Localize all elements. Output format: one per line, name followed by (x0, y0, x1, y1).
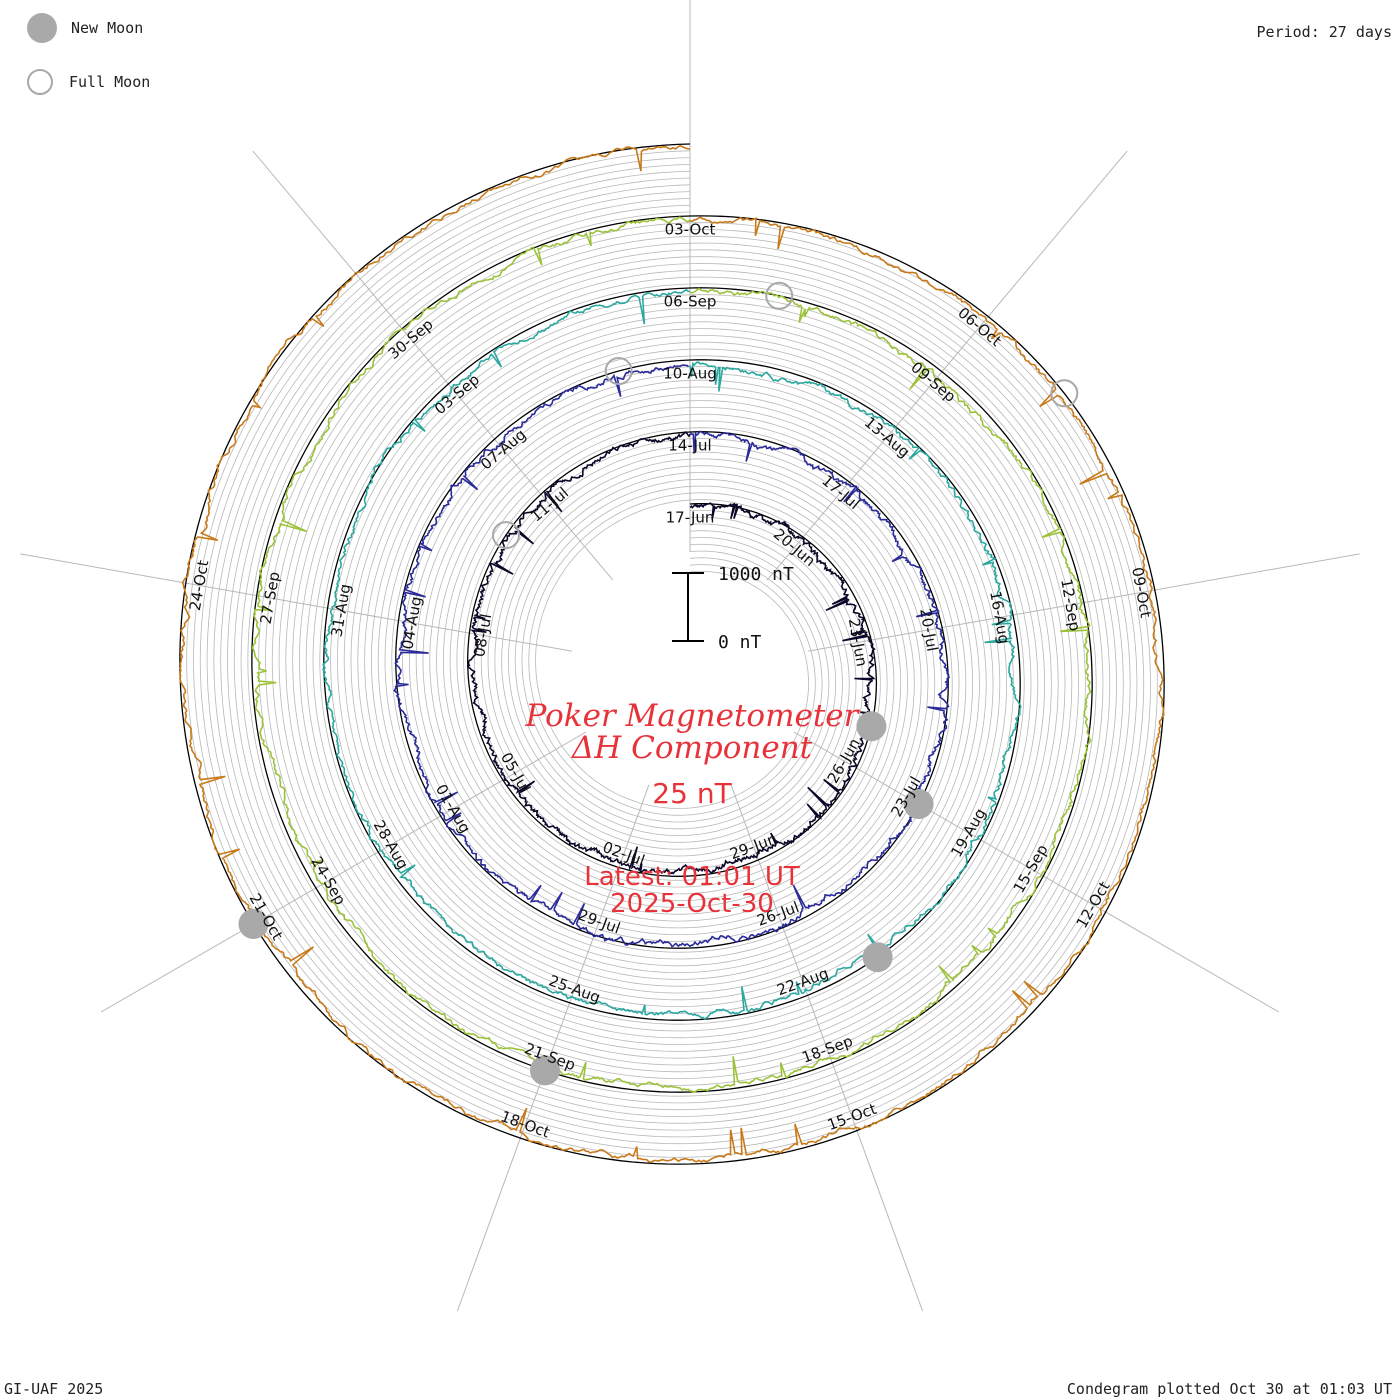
date-tick-label: 06-Sep (664, 293, 717, 311)
new-moon-marker (903, 789, 934, 819)
date-tick-label: 03-Oct (665, 221, 716, 239)
grid-spoke (793, 731, 1280, 1013)
grid-spoke (730, 784, 924, 1312)
new-moon-marker (862, 942, 893, 973)
date-tick-label: 04-Aug (398, 595, 425, 651)
date-tick-label: 11-Jul (527, 484, 572, 526)
footer-credit: GI-UAF 2025 (4, 1380, 104, 1398)
grid-spiral (193, 157, 1151, 1151)
legend-full-moon: Full Moon (27, 69, 150, 95)
new-moon-marker (530, 1055, 560, 1086)
grid-spiral (227, 191, 1117, 1117)
chart-title-block: Poker Magnetometer ΔH Component 25 nT La… (525, 698, 861, 919)
scale-bar-top-label: 1000 nT (718, 564, 794, 585)
date-tick-label: 10-Aug (663, 365, 716, 383)
grid-spoke (766, 150, 1128, 581)
date-tick-label: 08-Jul (470, 612, 495, 658)
grid-layer (20, 0, 1360, 1312)
new-moon-icon (27, 13, 57, 43)
legend-new-moon: New Moon (27, 13, 143, 43)
baseline-spiral (179, 143, 1165, 1165)
full-moon-marker (765, 281, 794, 310)
grid-spiral (206, 170, 1138, 1138)
legend-full-moon-label: Full Moon (69, 73, 151, 91)
trace-cycle-4 (251, 216, 1092, 1094)
grid-spoke (456, 784, 650, 1312)
trace-cycle-3 (321, 288, 1022, 1020)
date-tick-label: 24-Oct (186, 559, 213, 612)
full-moon-marker (604, 357, 633, 385)
trace-layer (178, 144, 1165, 1164)
latest-date: 2025-Oct-30 (610, 889, 774, 919)
chart-subtitle: ΔH Component (571, 730, 813, 766)
date-tick-label: 17-Jul (818, 471, 863, 513)
new-moon-marker (238, 909, 269, 939)
legend-new-moon-label: New Moon (71, 19, 144, 37)
new-moon-marker (856, 711, 887, 742)
full-moon-icon (27, 69, 53, 95)
scale-bar-bottom-label: 0 nT (718, 632, 762, 653)
full-moon-marker (492, 521, 520, 550)
moon-layer (238, 281, 1079, 1086)
grid-spiral (213, 177, 1131, 1131)
grid-spiral (247, 211, 1097, 1097)
date-tick-label: 14-Jul (668, 437, 711, 455)
period-label: Period: 27 days (1256, 23, 1392, 41)
grid-spiral (220, 184, 1124, 1124)
latest-label: Latest: 01:01 UT (584, 862, 800, 892)
resolution-label: 25 nT (652, 777, 732, 810)
grid-spoke (20, 553, 572, 652)
date-tick-label: 22-Aug (775, 964, 831, 999)
chart-title: Poker Magnetometer (525, 698, 861, 734)
scale-bar: 1000 nT 0 nT (672, 564, 794, 653)
date-tick-label: 17-Jun (666, 509, 715, 527)
grid-spiral (233, 198, 1111, 1111)
trace-cycle-2 (393, 364, 950, 948)
trace-cycle-1 (466, 430, 876, 875)
footer-plot-time: Condegram plotted Oct 30 at 01:03 UT (1066, 1380, 1392, 1398)
trace-cycle-5 (178, 144, 1165, 1164)
grid-spiral (240, 204, 1104, 1104)
date-tick-label: 31-Aug (327, 583, 354, 639)
grid-spiral (199, 164, 1145, 1145)
full-moon-marker (1050, 379, 1079, 408)
